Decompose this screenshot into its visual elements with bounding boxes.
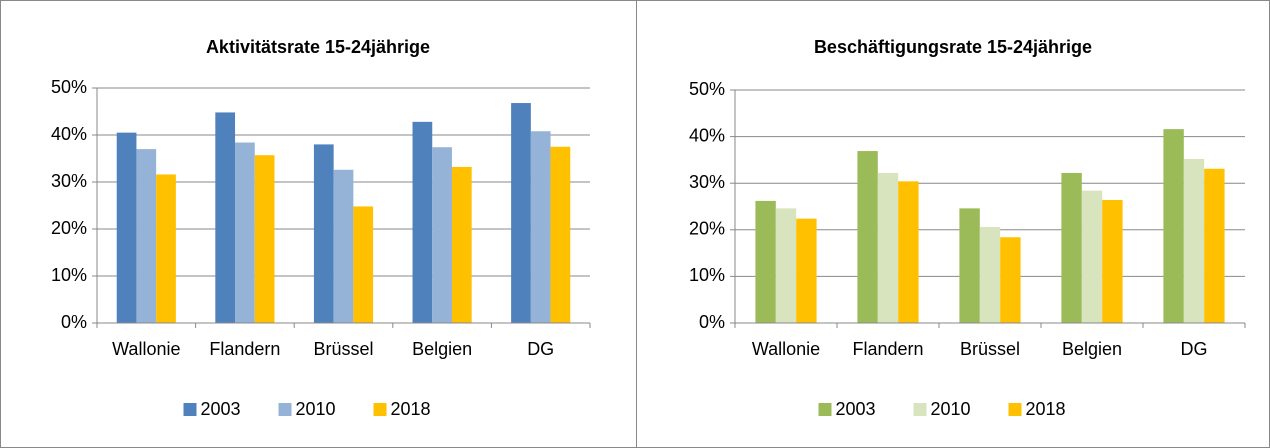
legend-label: 2003 <box>836 399 876 419</box>
bar <box>1183 158 1205 323</box>
legend-swatch <box>183 403 197 416</box>
legend-swatch <box>278 403 292 416</box>
y-tick-label: 10% <box>51 265 87 285</box>
bar <box>254 155 275 323</box>
y-tick-label: 30% <box>689 172 725 192</box>
bar <box>796 218 817 323</box>
bar <box>412 121 433 323</box>
legend-swatch <box>373 403 387 416</box>
legend-label: 2018 <box>1026 399 1066 419</box>
bar <box>156 174 176 323</box>
bar <box>1081 190 1103 323</box>
y-tick-label: 50% <box>689 79 725 99</box>
bar <box>775 208 797 323</box>
x-tick-label: Flandern <box>209 339 280 359</box>
x-tick-label: Wallonie <box>112 339 180 359</box>
y-tick-label: 30% <box>51 171 87 191</box>
bar <box>116 132 137 323</box>
bar <box>898 181 919 323</box>
bar <box>333 169 354 323</box>
x-tick-label: DG <box>527 339 554 359</box>
bar <box>857 151 878 323</box>
bar <box>451 166 472 323</box>
bar <box>1061 172 1082 323</box>
x-tick-label: Flandern <box>852 339 923 359</box>
bar <box>755 200 776 323</box>
bar <box>215 112 236 323</box>
chart-title: Aktivitätsrate 15-24jährige <box>206 37 430 57</box>
y-tick-label: 20% <box>689 219 725 239</box>
x-tick-label: Belgien <box>1062 339 1122 359</box>
legend-swatch <box>818 403 832 416</box>
x-tick-label: Brüssel <box>313 339 373 359</box>
legend-label: 2010 <box>296 399 336 419</box>
bar <box>511 103 531 323</box>
x-tick-label: Brüssel <box>960 339 1020 359</box>
x-tick-label: DG <box>1181 339 1208 359</box>
bar <box>235 142 255 323</box>
x-tick-label: Wallonie <box>752 339 820 359</box>
y-tick-label: 50% <box>51 77 87 97</box>
legend-swatch <box>913 403 927 416</box>
bar <box>136 149 157 323</box>
legend-label: 2003 <box>201 399 241 419</box>
bar <box>313 144 334 323</box>
bar <box>432 147 452 323</box>
bar <box>979 227 1001 323</box>
bar <box>1163 129 1184 323</box>
bar <box>353 206 374 323</box>
x-tick-label: Belgien <box>412 339 472 359</box>
legend-label: 2010 <box>931 399 971 419</box>
y-tick-label: 10% <box>689 265 725 285</box>
chart-title: Beschäftigungsrate 15-24jährige <box>814 37 1092 57</box>
y-tick-label: 20% <box>51 218 87 238</box>
y-tick-label: 0% <box>699 312 725 332</box>
legend-swatch <box>1008 403 1022 416</box>
bar <box>530 131 551 323</box>
bar <box>1000 237 1021 323</box>
legend-label: 2018 <box>391 399 431 419</box>
bar <box>1102 199 1123 323</box>
y-tick-label: 40% <box>689 125 725 145</box>
bar <box>877 172 899 323</box>
bar <box>1204 168 1225 323</box>
y-tick-label: 40% <box>51 124 87 144</box>
y-tick-label: 0% <box>61 312 87 332</box>
bar <box>550 146 571 323</box>
bar <box>959 208 980 323</box>
